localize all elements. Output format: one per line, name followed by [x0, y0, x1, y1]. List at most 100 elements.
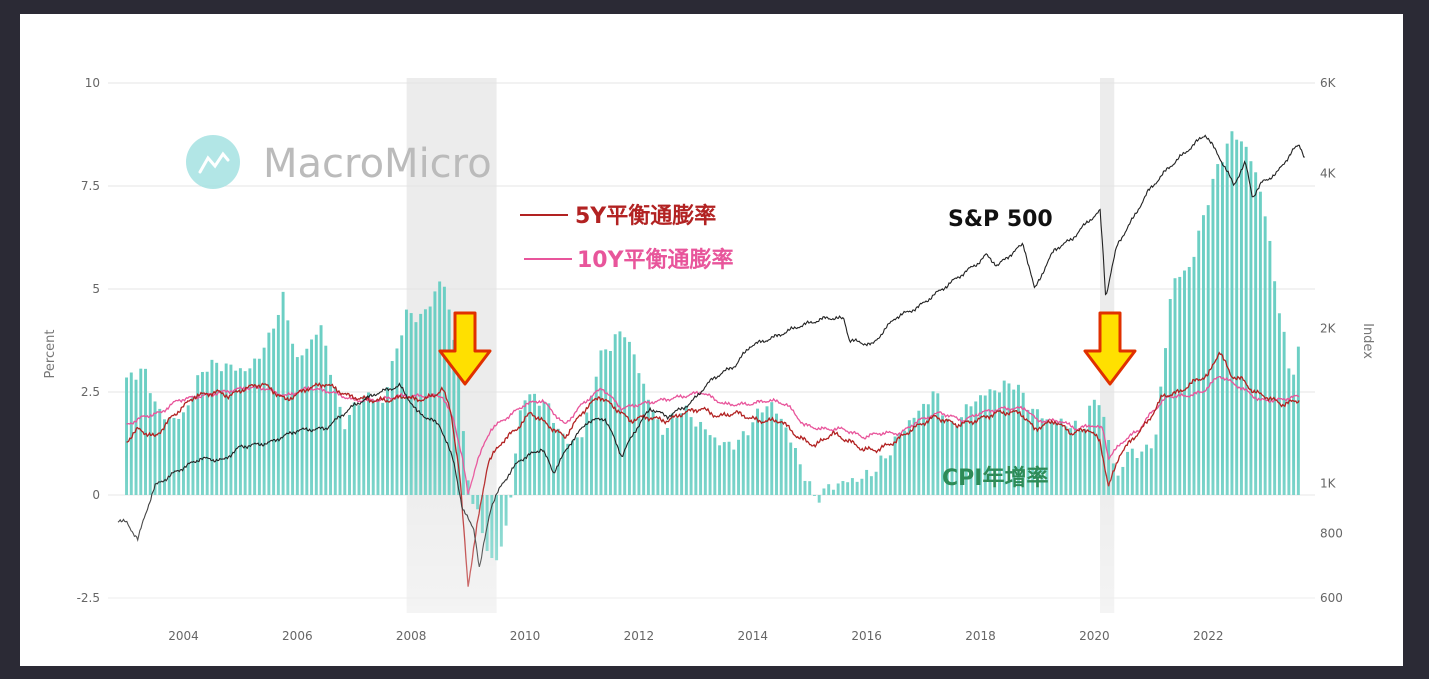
- arrow-2020-icon: [1083, 311, 1137, 386]
- cpi-bar: [1268, 240, 1272, 495]
- cpi-bar: [1007, 383, 1011, 495]
- cpi-bar: [1002, 380, 1006, 495]
- cpi-bar: [936, 393, 940, 495]
- cpi-bar: [262, 347, 266, 495]
- cpi-bar: [267, 332, 271, 495]
- cpi-bar: [376, 399, 380, 495]
- right-tick-label: 4K: [1320, 167, 1337, 181]
- cpi-bar: [642, 383, 646, 495]
- cpi-bar: [599, 350, 603, 495]
- cpi-bar: [1016, 384, 1020, 495]
- cpi-bar: [1183, 270, 1186, 495]
- cpi-bar: [1192, 256, 1196, 495]
- x-tick-label: 2014: [738, 629, 769, 643]
- x-tick-label: 2016: [851, 629, 882, 643]
- cpi-bar: [988, 389, 992, 495]
- cpi-bar: [627, 341, 631, 495]
- watermark-text: MacroMicro: [263, 141, 492, 187]
- cpi-bar: [974, 401, 978, 495]
- cpi-bar: [1211, 178, 1215, 495]
- cpi-bar: [1296, 346, 1300, 495]
- cpi-bar: [400, 335, 404, 495]
- cpi-bar: [969, 406, 973, 495]
- cpi-bar: [200, 371, 204, 495]
- cpi-bar: [528, 394, 532, 495]
- chart-panel: MacroMicro -2.5 0 2.5 5 7.5 10 600 800 1K 2K 4K 6K…: [20, 14, 1403, 666]
- legend-10y: 10Y平衡通膨率: [524, 247, 734, 273]
- cpi-bar: [1097, 405, 1101, 495]
- cpi-bar: [770, 402, 774, 495]
- cpi-bar: [1031, 408, 1035, 495]
- x-tick-label: 2008: [396, 629, 427, 643]
- cpi-bar: [371, 400, 375, 495]
- cpi-bar: [357, 405, 361, 495]
- cpi-bar: [253, 358, 257, 495]
- cpi-bar: [1249, 161, 1253, 495]
- cpi-bar: [1026, 409, 1030, 495]
- cpi-bar: [964, 404, 968, 495]
- right-tick-label: 800: [1320, 527, 1343, 541]
- cpi-bar: [637, 373, 641, 495]
- cpi-bar: [585, 412, 589, 495]
- cpi-bar: [324, 345, 328, 495]
- cpi-bar: [1282, 331, 1286, 495]
- arrow-2008-icon: [438, 311, 492, 386]
- series-line-S&P 500: [117, 134, 1305, 568]
- cpi-bar: [381, 402, 385, 495]
- chart: MacroMicro -2.5 0 2.5 5 7.5 10 600 800 1K 2K 4K 6K…: [20, 76, 1403, 666]
- cpi-bar: [257, 358, 261, 495]
- cpi-bar: [457, 376, 461, 495]
- macromicro-logo: MacroMicro: [186, 135, 492, 189]
- x-tick-label: 2004: [168, 629, 199, 643]
- cpi-bar: [423, 309, 427, 495]
- cpi-bar: [419, 313, 423, 495]
- left-tick-label: 10: [85, 76, 100, 90]
- cpi-bar: [651, 411, 655, 495]
- cpi-bar: [395, 348, 399, 495]
- cpi-bar: [386, 387, 389, 495]
- cpi-bar: [314, 334, 318, 495]
- cpi-bar: [922, 403, 926, 495]
- cpi-bar: [1092, 399, 1096, 495]
- left-axis-ticks: -2.5 0 2.5 5 7.5 10: [77, 76, 100, 605]
- cpi-bar: [1258, 191, 1262, 495]
- cpi-bar: [1235, 139, 1239, 495]
- cpi-bar: [238, 368, 242, 495]
- left-tick-label: 2.5: [81, 385, 100, 399]
- cpi-bar: [993, 390, 997, 495]
- cpi-bar: [542, 401, 546, 495]
- cpi-bar: [352, 402, 356, 495]
- cpi-bar: [447, 309, 451, 495]
- cpi-bar: [129, 372, 133, 495]
- cpi-bar: [646, 399, 650, 495]
- cpi-bar: [248, 368, 252, 495]
- cpi-bar: [1287, 368, 1291, 495]
- cpi-bar: [547, 403, 551, 495]
- cpi-bar: [1206, 205, 1210, 495]
- right-axis-title: Index: [1360, 323, 1375, 359]
- cpi-bar: [1225, 143, 1229, 495]
- cpi-bar: [153, 401, 157, 495]
- x-tick-label: 2010: [510, 629, 541, 643]
- x-axis-ticks: 2004 2006 2008 2010 2012 2014 2016 2018 2020 2022: [168, 629, 1223, 643]
- cpi-bar: [148, 393, 152, 495]
- cpi-bar: [760, 412, 764, 495]
- right-axis-ticks: 600 800 1K 2K 4K 6K: [1320, 76, 1343, 605]
- cpi-bar: [756, 408, 759, 495]
- bottom-fade: [20, 454, 1403, 666]
- cpi-bar: [623, 337, 627, 495]
- cpi-bar: [1273, 281, 1277, 495]
- cpi-bar: [1230, 131, 1234, 495]
- cpi-bar: [276, 314, 280, 495]
- cpi-bar: [1202, 215, 1205, 495]
- left-tick-label: 0: [92, 488, 100, 502]
- cpi-bar: [1164, 348, 1167, 495]
- cpi-bar: [613, 334, 617, 495]
- x-tick-label: 2006: [282, 629, 313, 643]
- cpi-bar: [684, 405, 688, 495]
- cpi-bar: [926, 404, 930, 495]
- right-tick-label: 6K: [1320, 76, 1337, 90]
- cpi-bar: [333, 387, 337, 495]
- legend-10y-label: 10Y平衡通膨率: [577, 247, 734, 273]
- cpi-bar: [186, 405, 190, 495]
